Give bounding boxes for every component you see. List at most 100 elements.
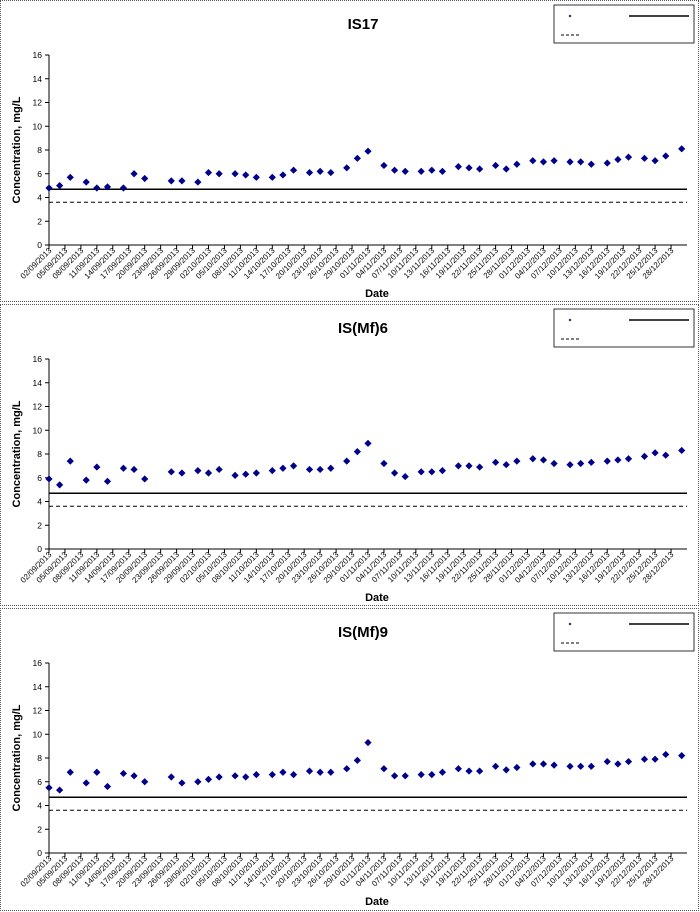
- y-tick-label: 14: [33, 74, 43, 84]
- chart-panel-2: IS(Mf)6 0 2 4 6 8 10 12 14 16 02/09/2013 05/09/2013…: [0, 304, 699, 606]
- y-tick-label: 16: [33, 354, 43, 364]
- data-point: [401, 772, 409, 780]
- data-point: [178, 469, 186, 477]
- data-point: [103, 477, 112, 485]
- data-point: [662, 451, 670, 459]
- data-point: [614, 456, 622, 464]
- data-point: [438, 768, 447, 776]
- data-point: [204, 469, 213, 477]
- data-point: [662, 750, 670, 759]
- data-point: [66, 768, 74, 776]
- data-point: [465, 462, 473, 470]
- chart-title: IS(Mf)6: [338, 320, 388, 337]
- legend: [553, 612, 695, 652]
- y-tick-label: 4: [37, 497, 42, 507]
- data-point: [364, 439, 372, 447]
- data-point: [279, 768, 287, 776]
- data-point: [513, 763, 521, 772]
- y-tick-label: 0: [37, 240, 42, 250]
- data-point: [465, 767, 473, 775]
- data-point: [56, 182, 64, 190]
- data-point: [417, 167, 425, 175]
- data-point: [289, 166, 298, 174]
- data-point: [454, 462, 462, 470]
- data-point: [513, 160, 521, 168]
- data-point: [119, 769, 128, 778]
- x-axis-title: Date: [365, 592, 389, 604]
- data-point: [353, 154, 361, 162]
- y-tick-label: 2: [37, 824, 42, 834]
- chart-title: IS17: [348, 16, 379, 33]
- data-point: [550, 761, 558, 769]
- y-tick-label: 10: [33, 121, 43, 131]
- data-point: [103, 782, 112, 791]
- data-point: [252, 469, 260, 477]
- data-point: [141, 174, 149, 183]
- data-point: [603, 159, 611, 167]
- data-point: [194, 178, 202, 186]
- data-point: [231, 471, 239, 479]
- data-point: [56, 481, 64, 489]
- data-point: [380, 765, 388, 773]
- legend-marker-diamond: [568, 14, 572, 18]
- data-point: [194, 467, 202, 475]
- data-point: [640, 755, 649, 763]
- y-tick-label: 14: [33, 378, 43, 388]
- data-point: [343, 765, 351, 773]
- y-tick-label: 16: [33, 658, 43, 668]
- data-point: [103, 183, 112, 191]
- data-point: [82, 476, 90, 484]
- y-tick-label: 8: [37, 145, 42, 155]
- data-point: [566, 461, 574, 469]
- data-point: [141, 778, 149, 786]
- y-axis-title: Concentration, mg/L: [11, 704, 23, 811]
- data-point: [624, 757, 633, 766]
- data-point: [428, 468, 436, 476]
- data-point: [390, 469, 399, 477]
- legend: [553, 4, 695, 44]
- data-point: [614, 760, 622, 768]
- data-point: [624, 455, 633, 463]
- data-point: [130, 465, 138, 474]
- data-point: [390, 772, 399, 780]
- y-tick-label: 4: [37, 193, 42, 203]
- legend-box: [553, 308, 695, 348]
- data-point: [279, 171, 287, 179]
- data-point: [678, 752, 686, 760]
- data-point: [614, 155, 622, 164]
- data-point: [539, 158, 548, 166]
- data-point: [327, 168, 335, 177]
- legend-marker-diamond: [568, 318, 572, 322]
- data-point: [678, 145, 686, 153]
- data-point: [550, 157, 558, 165]
- data-point: [93, 184, 101, 192]
- y-axis-title: Concentration, mg/L: [11, 96, 23, 203]
- data-point: [242, 773, 250, 781]
- data-point: [215, 465, 223, 474]
- data-point: [343, 164, 351, 172]
- data-point: [380, 161, 388, 170]
- data-point: [242, 470, 250, 478]
- data-point: [492, 458, 500, 466]
- data-point: [204, 168, 213, 177]
- chart-panel-3: IS(Mf)9 0 2 4 6 8 10 12 14 16 02/09/2013 05/09/2013…: [0, 608, 699, 911]
- data-point: [678, 446, 686, 455]
- data-point: [651, 755, 659, 763]
- data-point: [141, 475, 149, 483]
- data-point: [231, 772, 239, 780]
- data-point: [93, 463, 101, 471]
- data-point: [428, 771, 436, 779]
- data-point: [305, 168, 314, 177]
- data-point: [289, 771, 298, 779]
- y-tick-label: 8: [37, 449, 42, 459]
- data-point: [502, 165, 510, 173]
- data-point: [343, 457, 351, 465]
- data-point: [476, 463, 484, 471]
- data-point: [529, 760, 537, 768]
- legend-box: [553, 612, 695, 652]
- data-point: [289, 462, 298, 470]
- x-axis-title: Date: [365, 896, 389, 908]
- data-point: [577, 762, 585, 770]
- data-point: [539, 456, 548, 464]
- data-point: [364, 738, 372, 747]
